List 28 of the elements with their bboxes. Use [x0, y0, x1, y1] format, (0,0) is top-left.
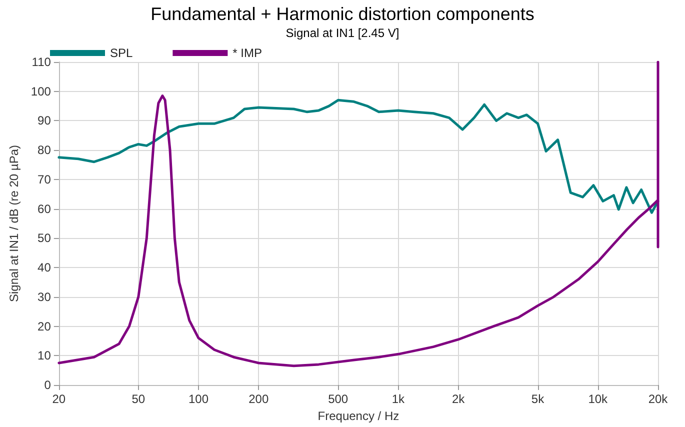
x-tick-label: 20: [52, 392, 66, 406]
chart-subtitle: Signal at IN1 [2.45 V]: [286, 26, 400, 40]
y-tick-label: 100: [30, 84, 52, 98]
y-tick-label: 80: [38, 143, 52, 158]
x-tick-label: 500: [328, 392, 348, 406]
y-tick-label: 60: [38, 202, 52, 216]
y-tick-label: 50: [38, 231, 52, 246]
y-tick-label: 30: [38, 290, 52, 304]
x-tick-label: 2k: [452, 392, 466, 406]
y-tick-label: 70: [38, 172, 52, 186]
x-tick-label: 1k: [392, 392, 406, 406]
y-axis-title: Signal at IN1 / dB (re 20 µPa): [7, 145, 21, 302]
x-tick-label: 10k: [588, 392, 609, 406]
x-tick-label: 50: [132, 392, 146, 406]
x-tick-label: 200: [248, 392, 269, 406]
y-tick-label: 110: [32, 55, 52, 69]
x-tick-label: 5k: [531, 392, 546, 406]
y-tick-label: 40: [38, 260, 52, 275]
y-tick-label: 10: [38, 348, 52, 363]
chart-title: Fundamental + Harmonic distortion components: [150, 4, 534, 24]
y-tick-label: 0: [44, 378, 52, 392]
legend-label: * IMP: [232, 46, 262, 60]
x-tick-label: 20k: [648, 392, 669, 406]
x-tick-label: 100: [188, 392, 209, 406]
y-tick-label: 90: [38, 114, 52, 128]
y-tick-label: 20: [38, 319, 52, 334]
legend-label: SPL: [110, 46, 134, 60]
x-axis-title: Frequency / Hz: [318, 409, 400, 423]
